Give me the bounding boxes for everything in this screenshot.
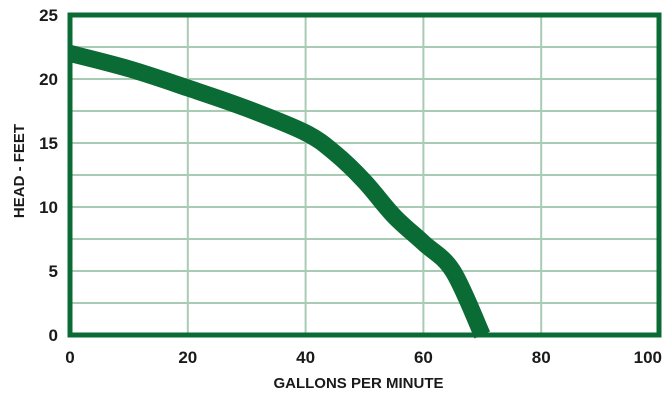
x-axis-label: GALLONS PER MINUTE (273, 375, 443, 392)
x-tick-label: 0 (65, 348, 74, 367)
y-axis-label: HEAD - FEET (11, 124, 28, 218)
x-tick-label: 60 (414, 348, 433, 367)
x-tick-label: 40 (296, 348, 315, 367)
x-tick-label: 80 (532, 348, 551, 367)
x-tick-label: 100 (634, 348, 662, 367)
y-tick-label: 5 (49, 262, 58, 281)
pump-curve-line (67, 45, 491, 339)
y-tick-labels: 0 5 10 15 20 25 (39, 6, 58, 345)
y-tick-label: 10 (39, 198, 58, 217)
x-tick-label: 20 (178, 348, 197, 367)
x-tick-labels: 0 20 40 60 80 100 (65, 348, 662, 367)
y-tick-label: 15 (39, 134, 58, 153)
plot-area (67, 45, 491, 339)
y-tick-label: 25 (39, 6, 58, 25)
y-tick-label: 20 (39, 70, 58, 89)
plot-frame (67, 12, 662, 338)
y-tick-label: 0 (49, 326, 58, 345)
